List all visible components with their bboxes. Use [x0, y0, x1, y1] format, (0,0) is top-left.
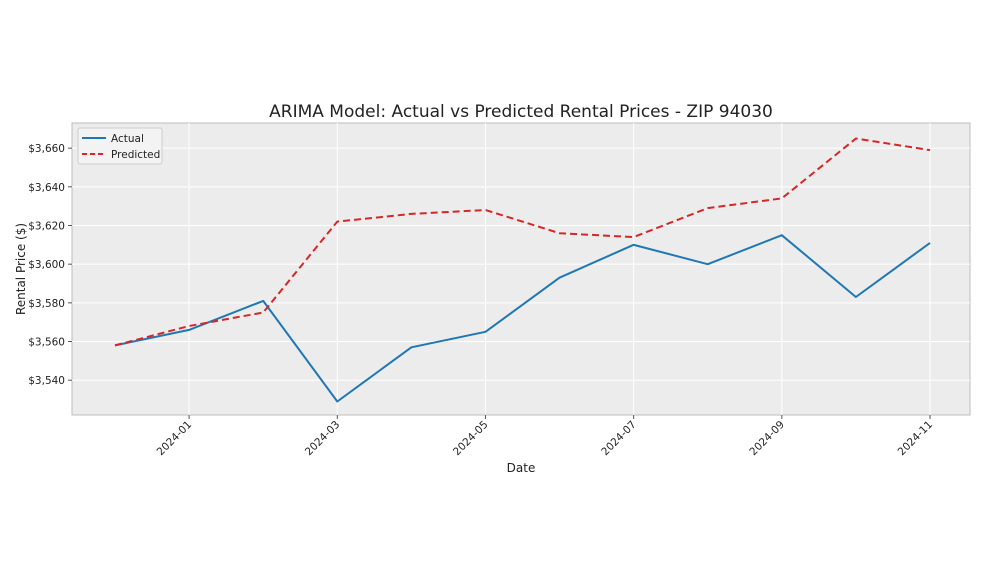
- y-tick-label: $3,540: [28, 375, 65, 387]
- x-axis-label: Date: [507, 461, 536, 475]
- x-tick-label: 2024-05: [451, 419, 491, 459]
- x-tick-label: 2024-07: [599, 419, 639, 459]
- y-tick-label: $3,660: [28, 143, 65, 155]
- x-tick-label: 2024-09: [747, 419, 787, 459]
- y-tick-label: $3,620: [28, 220, 65, 232]
- y-tick-label: $3,640: [28, 182, 65, 194]
- y-tick-label: $3,600: [28, 259, 65, 271]
- x-tick-label: 2024-01: [155, 419, 195, 459]
- x-tick-label: 2024-11: [896, 419, 936, 459]
- y-axis-label: Rental Price ($): [14, 223, 28, 315]
- y-tick-label: $3,580: [28, 298, 65, 310]
- plot-area: [72, 123, 970, 415]
- x-tick-label: 2024-03: [303, 419, 343, 459]
- y-tick-label: $3,560: [28, 337, 65, 349]
- chart-title: ARIMA Model: Actual vs Predicted Rental …: [269, 102, 773, 122]
- legend-label-actual: Actual: [111, 133, 144, 145]
- legend: Actual Predicted: [78, 128, 162, 164]
- legend-label-predicted: Predicted: [111, 149, 160, 161]
